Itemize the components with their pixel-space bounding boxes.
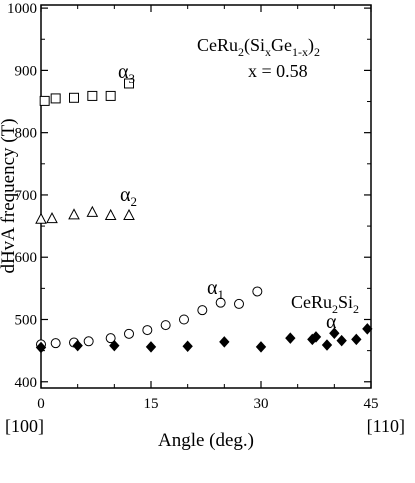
- data-point-series-0: [69, 92, 79, 103]
- data-point-series-2: [197, 305, 208, 316]
- y-axis-ticks: 400 500 600 700 800 900 1000: [7, 1, 371, 391]
- composition-annotation: x = 0.58: [248, 61, 308, 81]
- data-point-series-2: [105, 333, 116, 344]
- direction-label-end: [110]: [367, 416, 405, 436]
- x-axis-ticks: 0 15 30 45: [37, 5, 379, 412]
- series-label-alpha2: α2: [120, 184, 137, 209]
- plot-frame: [40, 4, 372, 389]
- data-point-series-3: [109, 339, 120, 352]
- direction-label-start: [100]: [5, 416, 44, 436]
- data-point-series-3: [35, 341, 47, 354]
- y-tick-label: 400: [15, 375, 38, 391]
- y-axis-label: dHvA frequency (T): [0, 118, 19, 273]
- data-points: [35, 78, 373, 354]
- y-tick-label: 700: [15, 188, 38, 204]
- compound-annotation: CeRu2(SixGe1-x)2: [197, 35, 320, 59]
- data-point-series-3: [255, 341, 267, 353]
- data-point-series-3: [321, 339, 333, 351]
- data-point-series-2: [179, 314, 189, 325]
- data-point-series-3: [219, 336, 230, 348]
- data-point-series-0: [124, 78, 134, 89]
- data-point-series-1: [104, 208, 117, 220]
- data-point-series-2: [83, 336, 94, 347]
- y-tick-label: 900: [15, 63, 38, 79]
- data-point-series-0: [87, 90, 98, 101]
- data-point-series-3: [72, 339, 83, 352]
- ref-compound-annotation: CeRu2Si2: [291, 292, 359, 316]
- data-point-series-3: [310, 331, 322, 343]
- data-point-series-3: [362, 323, 373, 335]
- data-point-series-1: [68, 208, 80, 220]
- data-point-series-0: [105, 90, 116, 101]
- data-point-series-0: [39, 95, 50, 106]
- x-tick-label: 30: [254, 396, 269, 412]
- data-point-series-1: [46, 212, 58, 224]
- data-point-series-2: [124, 328, 134, 339]
- data-point-series-1: [86, 205, 99, 217]
- series-label-alpha: α: [326, 311, 337, 333]
- data-point-series-1: [35, 212, 47, 224]
- series-label-alpha1: α1: [207, 277, 224, 302]
- data-point-series-3: [351, 333, 362, 346]
- data-point-series-0: [50, 93, 61, 104]
- data-point-series-3: [329, 327, 340, 339]
- data-point-series-3: [285, 332, 296, 344]
- data-point-series-2: [142, 325, 153, 336]
- y-tick-label: 600: [15, 250, 38, 266]
- data-point-series-2: [252, 286, 263, 297]
- data-point-series-3: [145, 341, 157, 353]
- y-tick-label: 1000: [7, 1, 37, 17]
- data-point-series-2: [160, 320, 171, 331]
- data-point-series-2: [234, 298, 244, 309]
- data-point-series-3: [182, 340, 193, 353]
- x-tick-label: 0: [37, 396, 45, 412]
- x-axis-label: Angle (deg.): [158, 430, 254, 451]
- data-point-series-2: [215, 297, 226, 308]
- x-tick-label: 15: [144, 396, 159, 412]
- data-point-series-1: [123, 208, 135, 220]
- series-label-alpha3: α3: [118, 61, 135, 86]
- data-point-series-2: [50, 338, 61, 349]
- data-point-series-3: [336, 334, 347, 347]
- x-tick-label: 45: [364, 396, 379, 412]
- y-tick-label: 500: [15, 312, 38, 328]
- y-tick-label: 800: [15, 126, 38, 142]
